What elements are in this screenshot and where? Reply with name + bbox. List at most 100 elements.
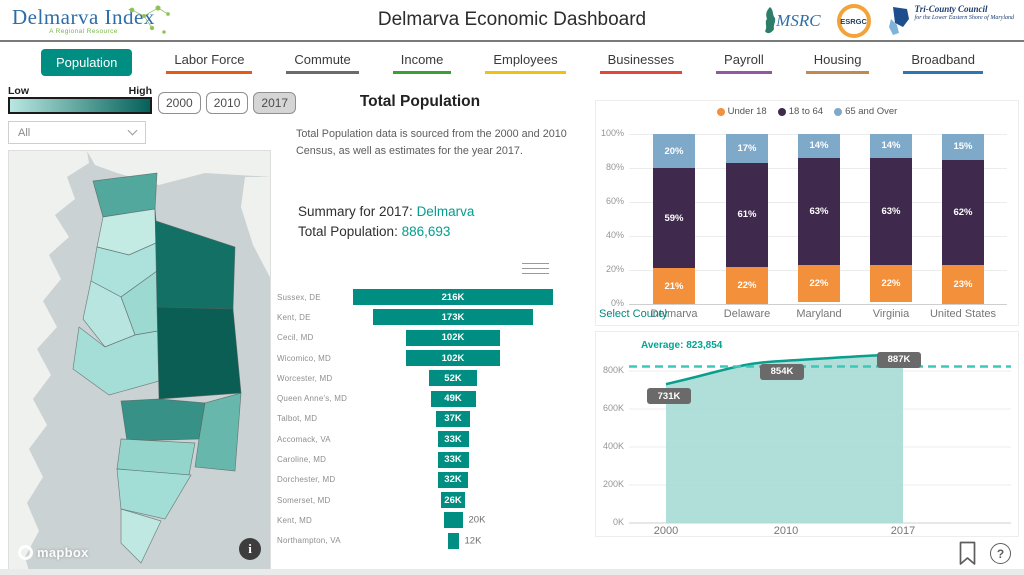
x-axis-label: Delaware	[723, 308, 771, 320]
tab-broadband[interactable]: Broadband	[903, 50, 984, 74]
partner-logos: MSRC ESRGC Tri-County Council for the Lo…	[762, 3, 1014, 39]
funnel-row: Talbot, MD 37K	[265, 409, 557, 429]
funnel-bar[interactable]: 102K	[406, 329, 500, 346]
choropleth-map[interactable]: mapbox i	[8, 150, 271, 570]
funnel-bar[interactable]: 37K	[436, 410, 470, 427]
segment-18-to-64[interactable]: 63%	[798, 157, 840, 265]
chart-title: Total Population	[359, 93, 481, 110]
tab-businesses[interactable]: Businesses	[599, 50, 683, 74]
y-axis-tick: 0K	[612, 517, 624, 527]
segment-under-18[interactable]: 21%	[653, 268, 695, 304]
funnel-category-label: Sussex, DE	[277, 292, 321, 302]
funnel-bar[interactable]: 216K	[353, 289, 553, 306]
segment-under-18[interactable]: 22%	[798, 264, 840, 303]
tab-population[interactable]: Population	[40, 48, 133, 76]
funnel-value: 20K	[468, 514, 486, 526]
funnel-category-label: Northampton, VA	[277, 536, 341, 546]
funnel-bar[interactable]: 33K	[437, 451, 469, 468]
stacked-bar-maryland[interactable]: 14% 63% 22%	[798, 134, 840, 304]
funnel-category-label: Accomack, VA	[277, 434, 331, 444]
segment-value: 14%	[881, 140, 901, 152]
segment-65-and-over[interactable]: 14%	[798, 134, 840, 158]
year-button-2010[interactable]: 2010	[205, 92, 249, 114]
tab-commute[interactable]: Commute	[286, 50, 359, 74]
funnel-row: Kent, DE 173K	[265, 307, 557, 327]
tab-labor-force[interactable]: Labor Force	[166, 50, 253, 74]
funnel-category-label: Queen Anne's, MD	[277, 394, 348, 404]
tcc-logo-text: Tri-County Council for the Lower Eastern…	[914, 4, 1014, 21]
funnel-value: 32K	[444, 474, 462, 486]
funnel-bar[interactable]	[447, 532, 459, 549]
scale-high-label: High	[128, 85, 152, 97]
tcc-map-icon	[888, 7, 909, 35]
funnel-row: Sussex, DE 216K	[265, 287, 557, 307]
segment-value: 62%	[953, 206, 973, 218]
y-axis-tick: 100%	[600, 128, 624, 138]
segment-65-and-over[interactable]: 14%	[870, 134, 912, 158]
legend-label: 18 to 64	[788, 106, 824, 117]
summary-label: Summary for 2017:	[298, 204, 413, 219]
year-button-2000[interactable]: 2000	[158, 92, 201, 114]
segment-under-18[interactable]: 22%	[870, 264, 912, 303]
funnel-track: 33K	[349, 431, 557, 448]
legend-item-under-18[interactable]: Under 18	[716, 106, 767, 117]
funnel-bar[interactable]: 26K	[441, 492, 465, 509]
funnel-bar[interactable]: 102K	[406, 350, 500, 367]
funnel-bar[interactable]: 52K	[429, 370, 477, 387]
funnel-category-label: Kent, DE	[277, 312, 311, 322]
legend-label: 65 and Over	[845, 106, 898, 117]
scale-low-label: Low	[8, 85, 29, 97]
esrgc-logo-text: ESRGC	[840, 16, 867, 26]
map-east-land	[241, 177, 270, 278]
segment-18-to-64[interactable]: 61%	[726, 162, 768, 267]
nav-tabs: Population Labor Force Commute Income Employ…	[0, 46, 1024, 78]
stacked-bar-delmarva[interactable]: 20% 59% 21%	[653, 134, 695, 304]
tab-housing[interactable]: Housing	[805, 50, 870, 74]
segment-65-and-over[interactable]: 15%	[942, 134, 984, 160]
county-accomack	[116, 468, 192, 520]
chevron-down-icon	[127, 125, 138, 136]
funnel-bar[interactable]	[443, 512, 463, 529]
funnel-chart: Sussex, DE 216K Kent, DE 173K Cecil, MD 102K W…	[265, 287, 557, 551]
tab-employees[interactable]: Employees	[485, 50, 566, 74]
tab-payroll[interactable]: Payroll	[716, 50, 772, 74]
segment-18-to-64[interactable]: 59%	[653, 168, 695, 269]
stacked-bar-virginia[interactable]: 14% 63% 22%	[870, 134, 912, 304]
funnel-value: 37K	[444, 413, 462, 425]
legend-item-65-and-over[interactable]: 65 and Over	[834, 106, 897, 117]
segment-65-and-over[interactable]: 20%	[653, 134, 695, 168]
funnel-row: Kent, MD 20K	[265, 510, 557, 530]
mapbox-logo[interactable]: mapbox	[18, 545, 89, 560]
bookmark-icon[interactable]	[958, 541, 977, 566]
funnel-row: Wicomico, MD 102K	[265, 348, 557, 368]
constellation-icon	[129, 5, 170, 34]
brand-logo: Delmarva Index A Regional Resource	[12, 5, 170, 35]
funnel-bar[interactable]: 33K	[437, 431, 469, 448]
page-bottom-edge	[0, 569, 1024, 575]
stacked-bar-united-states[interactable]: 15% 62% 23%	[942, 134, 984, 304]
tab-income[interactable]: Income	[392, 50, 452, 74]
funnel-value: 102K	[441, 332, 465, 344]
funnel-bar[interactable]: 173K	[373, 309, 533, 326]
funnel-bar[interactable]: 49K	[430, 390, 476, 407]
segment-value: 22%	[809, 278, 829, 290]
segment-18-to-64[interactable]: 62%	[942, 159, 984, 265]
funnel-category-label: Wicomico, MD	[277, 353, 331, 363]
segment-under-18[interactable]: 22%	[726, 266, 768, 304]
funnel-bar[interactable]: 32K	[438, 471, 468, 488]
region-dropdown[interactable]: All	[8, 121, 146, 144]
help-icon[interactable]: ?	[990, 543, 1011, 564]
segment-65-and-over[interactable]: 17%	[726, 134, 768, 163]
menu-icon[interactable]	[522, 263, 549, 278]
funnel-value: 33K	[444, 454, 462, 466]
stacked-bar-delaware[interactable]: 17% 61% 22%	[726, 134, 768, 304]
segment-under-18[interactable]: 23%	[942, 264, 984, 304]
segment-value: 23%	[953, 278, 973, 290]
y-axis-tick: 40%	[605, 230, 624, 240]
legend-item-18-to-64[interactable]: 18 to 64	[777, 106, 824, 117]
segment-18-to-64[interactable]: 63%	[870, 157, 912, 265]
y-axis-tick: 60%	[605, 196, 624, 206]
map-info-button[interactable]: i	[239, 538, 261, 560]
year-button-2017[interactable]: 2017	[253, 92, 297, 114]
summary-block: Summary for 2017: Delmarva Total Populat…	[298, 202, 474, 243]
